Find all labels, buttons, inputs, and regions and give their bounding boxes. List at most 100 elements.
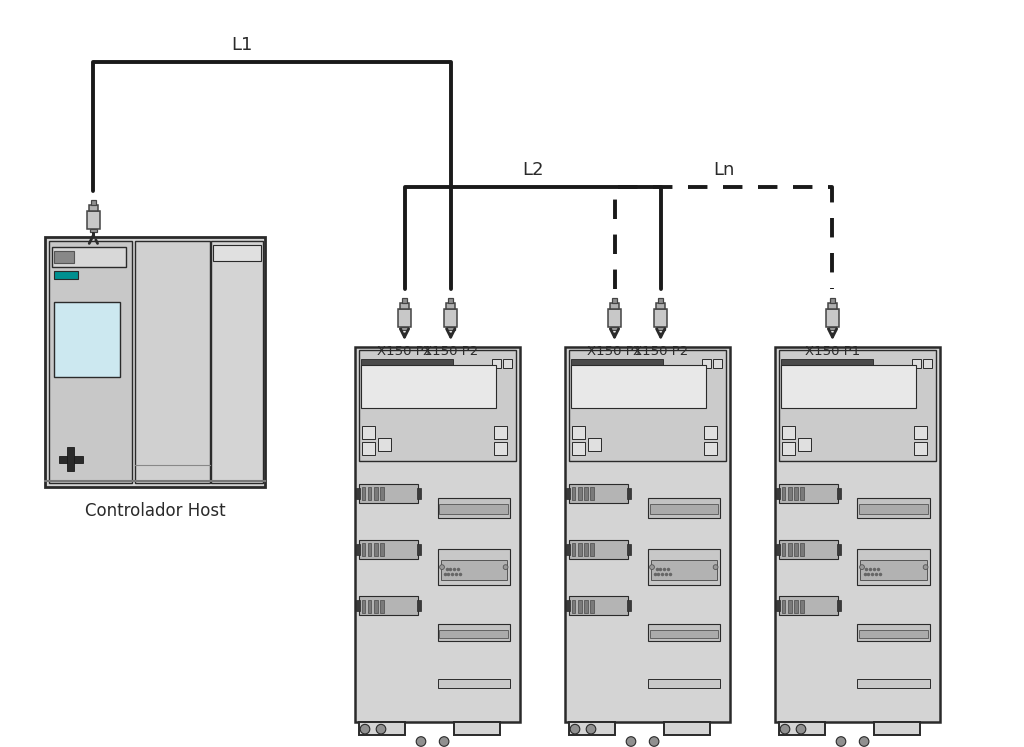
Text: X150 P1: X150 P1 xyxy=(377,345,432,358)
Bar xyxy=(776,544,780,555)
Bar xyxy=(439,630,508,638)
Bar xyxy=(649,504,718,514)
Bar xyxy=(213,245,261,261)
Circle shape xyxy=(439,565,444,569)
Bar xyxy=(439,504,508,514)
Bar xyxy=(781,359,873,368)
Bar xyxy=(647,498,720,518)
Bar xyxy=(356,544,360,555)
Bar xyxy=(578,600,582,613)
Bar xyxy=(656,303,666,309)
Bar xyxy=(775,347,940,722)
Bar xyxy=(54,302,120,377)
Circle shape xyxy=(376,725,386,734)
Bar xyxy=(798,438,811,450)
Bar xyxy=(647,624,720,642)
Bar xyxy=(776,600,780,611)
Bar xyxy=(418,544,422,555)
Bar xyxy=(787,543,792,557)
Bar xyxy=(368,600,372,613)
Bar xyxy=(572,441,585,455)
Bar xyxy=(566,488,570,499)
Bar xyxy=(826,309,839,327)
Bar xyxy=(356,600,360,611)
Bar xyxy=(781,487,785,500)
Bar xyxy=(914,426,927,438)
Bar xyxy=(859,630,928,638)
Bar xyxy=(359,722,406,735)
Bar xyxy=(418,600,422,611)
Bar xyxy=(440,560,507,580)
Bar xyxy=(608,309,621,327)
Bar xyxy=(654,309,668,327)
Bar xyxy=(647,549,720,585)
Bar xyxy=(578,543,582,557)
Bar xyxy=(494,441,507,455)
Bar xyxy=(565,347,730,722)
Bar xyxy=(571,365,707,408)
Bar xyxy=(828,303,837,309)
Bar xyxy=(658,298,664,303)
Bar xyxy=(857,498,930,518)
Text: X150 P2: X150 P2 xyxy=(633,345,688,358)
Bar xyxy=(590,543,594,557)
Bar xyxy=(45,237,265,487)
Bar xyxy=(67,447,74,471)
Bar xyxy=(359,540,419,559)
Bar xyxy=(610,326,618,330)
Bar xyxy=(49,241,132,483)
Bar xyxy=(362,426,375,438)
Bar xyxy=(87,211,100,229)
Bar xyxy=(776,488,780,499)
Bar xyxy=(355,347,520,722)
Bar xyxy=(361,365,497,408)
Bar xyxy=(628,488,632,499)
Bar xyxy=(781,365,916,408)
Bar xyxy=(454,722,500,735)
Bar xyxy=(362,441,375,455)
Bar xyxy=(800,487,804,500)
Bar xyxy=(584,543,588,557)
Bar xyxy=(356,488,360,499)
Bar xyxy=(569,540,629,559)
Bar xyxy=(838,600,842,611)
Bar xyxy=(705,441,717,455)
Circle shape xyxy=(627,737,636,746)
Bar xyxy=(566,544,570,555)
Bar xyxy=(779,540,839,559)
Bar xyxy=(569,483,629,503)
Circle shape xyxy=(859,565,864,569)
Bar xyxy=(650,560,717,580)
Bar xyxy=(378,438,391,450)
Text: L1: L1 xyxy=(231,36,253,54)
Bar xyxy=(492,359,501,368)
Bar xyxy=(859,504,928,514)
Circle shape xyxy=(713,565,718,569)
Bar xyxy=(800,600,804,613)
Bar xyxy=(782,426,795,438)
Bar xyxy=(923,359,932,368)
Bar xyxy=(787,600,792,613)
Bar xyxy=(664,722,711,735)
Circle shape xyxy=(439,737,449,746)
Bar xyxy=(588,438,601,450)
Bar xyxy=(702,359,711,368)
Bar xyxy=(874,722,921,735)
Bar xyxy=(647,679,720,688)
Bar xyxy=(571,600,575,613)
Text: X150 P2: X150 P2 xyxy=(423,345,478,358)
Bar xyxy=(828,326,837,330)
Circle shape xyxy=(780,725,790,734)
Bar xyxy=(211,241,263,483)
Bar xyxy=(569,722,615,735)
Bar xyxy=(628,600,632,611)
Circle shape xyxy=(924,565,928,569)
Bar xyxy=(361,359,454,368)
Bar xyxy=(838,544,842,555)
Bar xyxy=(380,600,384,613)
Bar xyxy=(449,298,454,303)
Circle shape xyxy=(586,725,596,734)
Bar xyxy=(566,600,570,611)
Bar xyxy=(649,630,718,638)
Bar xyxy=(628,544,632,555)
